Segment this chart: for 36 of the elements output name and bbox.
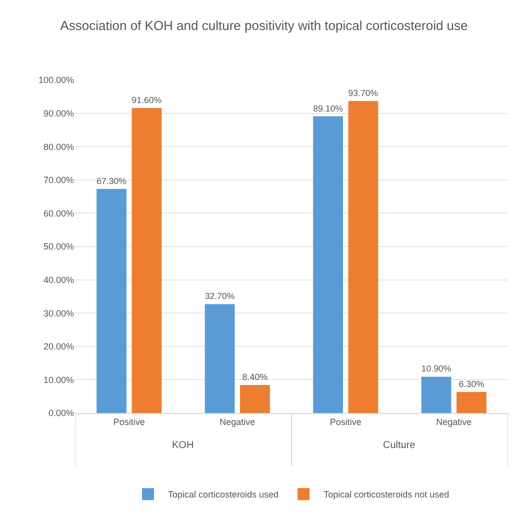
bar [240,385,270,413]
y-tick-label: 30.00% [43,308,74,318]
y-tick-label: 60.00% [43,208,74,218]
y-tick-label: 50.00% [43,242,74,252]
data-label: 8.40% [242,372,268,382]
y-tick-label: 80.00% [43,142,74,152]
x-tick-label: Positive [330,416,362,427]
bar [348,100,378,413]
bar [456,392,486,413]
data-label: 91.60% [132,95,162,106]
y-tick-label: 90.00% [43,108,74,118]
bar [132,108,162,413]
y-tick-label: 100.00% [38,75,74,86]
y-tick-label: 70.00% [43,175,74,186]
data-label: 89.10% [313,103,344,114]
data-label: 32.70% [204,291,235,302]
text: Culture [383,440,416,451]
bar [204,304,235,413]
y-tick-label: 40.00% [43,274,74,285]
data-label: 67.30% [96,176,127,186]
bar [421,376,452,413]
text: KOH [172,440,194,451]
data-label: 93.70% [348,88,378,98]
x-tick-label: Positive [113,416,145,427]
x-tick-label: Negative [220,416,256,427]
legend-label: Topical corticosteroids not used [324,490,450,500]
y-tick-label: 0.00% [48,408,74,418]
x-tick-label: Negative [436,416,472,427]
data-label: 10.90% [421,364,452,374]
data-label: 6.30% [458,379,484,390]
legend-label: Topical corticosteroids used [168,490,279,500]
chart-title: Association of KOH and culture positivity with topical corticosteroid use [60,18,468,34]
bar [313,116,343,413]
y-tick-label: 10.00% [43,374,74,385]
y-tick-label: 20.00% [43,342,74,352]
bar [96,188,126,413]
